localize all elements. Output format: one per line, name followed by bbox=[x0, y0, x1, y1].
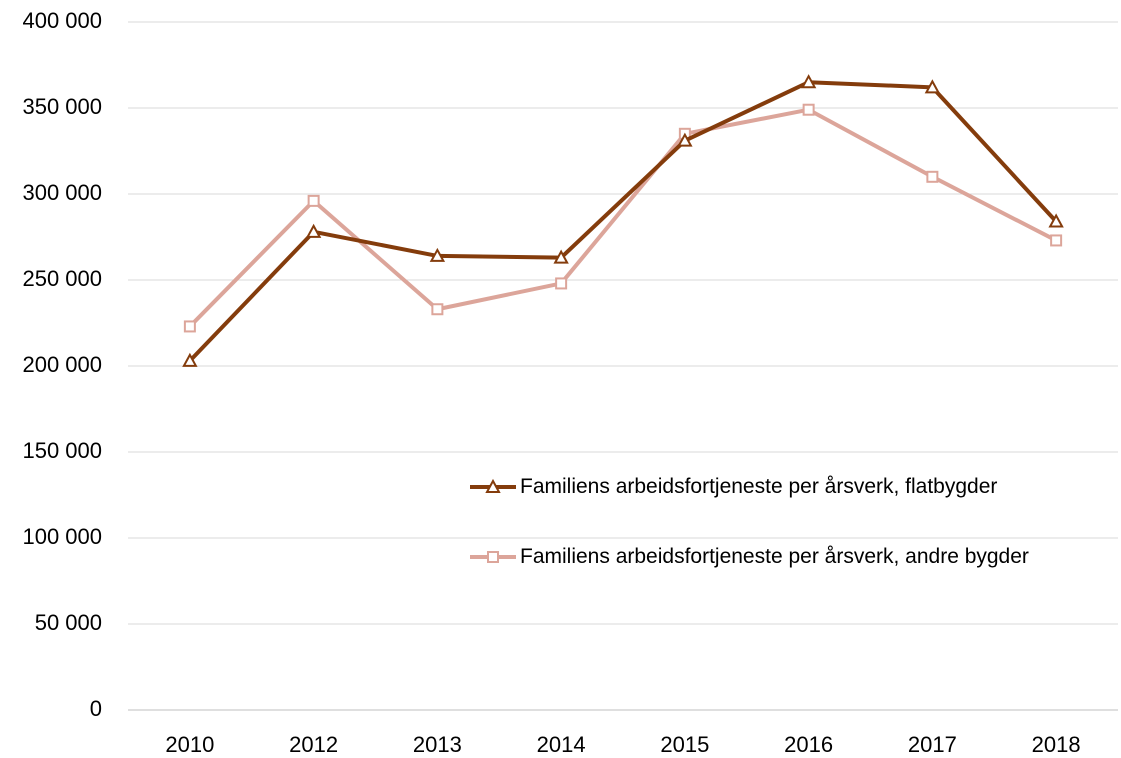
y-tick-label: 250 000 bbox=[22, 266, 102, 291]
series-line bbox=[188, 80, 1058, 363]
x-tick-label: 2015 bbox=[660, 732, 709, 757]
marker bbox=[926, 170, 939, 183]
marker bbox=[800, 74, 817, 89]
marker bbox=[802, 103, 815, 116]
legend-label: Familiens arbeidsfortjeneste per årsverk… bbox=[520, 475, 998, 498]
marker bbox=[555, 277, 568, 290]
y-tick-label: 300 000 bbox=[22, 180, 102, 205]
x-tick-label: 2013 bbox=[413, 732, 462, 757]
y-tick-label: 200 000 bbox=[22, 352, 102, 377]
y-tick-label: 400 000 bbox=[22, 8, 102, 33]
x-tick-label: 2017 bbox=[908, 732, 957, 757]
y-tick-label: 100 000 bbox=[22, 524, 102, 549]
marker bbox=[553, 249, 569, 264]
legend-marker bbox=[487, 551, 499, 563]
x-tick-label: 2012 bbox=[289, 732, 338, 757]
y-tick-label: 50 000 bbox=[35, 610, 102, 635]
marker bbox=[1050, 234, 1063, 247]
marker bbox=[183, 320, 196, 333]
marker bbox=[182, 352, 198, 367]
marker bbox=[307, 194, 320, 207]
marker bbox=[431, 303, 444, 316]
y-tick-label: 150 000 bbox=[22, 438, 102, 463]
marker bbox=[305, 223, 322, 238]
legend-label: Familiens arbeidsfortjeneste per årsverk… bbox=[520, 545, 1029, 568]
marker bbox=[677, 132, 693, 147]
x-tick-label: 2010 bbox=[165, 732, 214, 757]
x-tick-label: 2014 bbox=[537, 732, 586, 757]
legend-marker bbox=[485, 478, 501, 493]
series-line bbox=[188, 107, 1058, 328]
x-tick-label: 2016 bbox=[784, 732, 833, 757]
marker bbox=[1048, 213, 1064, 228]
marker bbox=[429, 247, 446, 262]
y-tick-label: 350 000 bbox=[22, 94, 102, 119]
y-tick-label: 0 bbox=[90, 696, 102, 721]
x-tick-label: 2018 bbox=[1032, 732, 1081, 757]
marker bbox=[924, 79, 941, 94]
